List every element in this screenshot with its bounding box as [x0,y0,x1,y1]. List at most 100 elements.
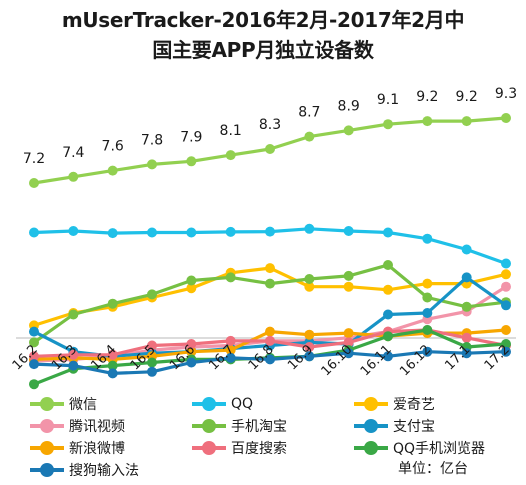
data-point [29,326,39,337]
data-label: 9.2 [416,89,438,105]
data-point [501,325,511,335]
data-point [304,131,315,142]
data-point [422,325,433,335]
data-point [29,178,39,188]
data-point [147,159,157,170]
data-point [501,281,511,292]
data-label: 8.1 [220,123,242,139]
data-point [501,269,511,280]
chart-title: mUserTracker-2016年2月-2017年2月中 [61,8,465,32]
data-point [343,328,354,339]
data-point [383,309,393,320]
data-point [422,278,433,289]
data-point [107,349,118,360]
data-point [225,226,236,237]
data-point [186,283,197,294]
chart-subtitle: 国主要APP月独立设备数 [152,38,374,62]
data-point [383,119,393,130]
data-point [186,227,197,238]
data-point [225,345,236,356]
data-point [68,171,79,182]
series-QQ [29,223,511,269]
data-point [225,272,236,283]
data-point [265,326,275,337]
data-point [383,284,393,295]
data-point [265,278,275,289]
data-point [147,366,157,377]
data-point [107,165,118,176]
data-point [265,144,275,154]
data-point [147,357,157,368]
data-point [265,263,275,274]
series-爱奇艺 [29,263,511,331]
data-point [304,281,315,292]
data-point [304,342,315,352]
data-point [68,309,79,320]
x-tick-label: 16.10 [319,342,356,379]
data-point [68,349,79,360]
data-point [68,226,79,236]
data-point [422,308,433,318]
series-手机淘宝 [29,260,511,348]
data-point [461,348,472,359]
data-label: 7.9 [180,129,202,145]
data-point [343,337,354,348]
data-point [186,357,197,368]
data-label: 8.9 [338,98,360,114]
data-point [501,258,511,269]
data-point [29,351,39,362]
data-point [343,226,354,236]
data-point [461,272,472,283]
unit-label: 单位：亿台 [398,461,468,477]
data-point [186,275,197,286]
data-point [343,270,354,281]
data-point [461,116,472,127]
data-label: 9.2 [456,89,478,105]
data-point [186,346,197,357]
series-搜狗输入法 [29,346,511,379]
data-label: 8.7 [298,105,320,121]
data-point [304,223,315,234]
data-label: 7.6 [102,139,124,155]
data-point [147,340,157,351]
data-point [461,332,472,343]
data-label: 9.1 [377,92,399,108]
data-point [304,329,315,340]
data-point [107,228,118,239]
data-point [29,379,39,390]
data-label: 7.8 [141,132,163,148]
data-point [68,360,79,371]
data-label: 8.3 [259,117,281,133]
data-point [107,360,118,371]
x-tick-label: 16.12 [397,342,434,379]
data-point [29,337,39,348]
data-point [501,300,511,311]
data-label: 9.3 [495,86,517,102]
data-point [501,346,511,357]
data-point [29,359,39,370]
data-point [383,227,393,238]
data-point [383,351,393,362]
data-point [422,233,433,244]
data-point [186,339,197,349]
data-point [265,226,275,237]
series-微信 [29,113,511,188]
data-point [147,227,157,238]
data-point [147,289,157,300]
data-point [304,274,315,284]
data-point [422,116,433,127]
data-point [461,244,472,255]
data-point [225,150,236,161]
data-point [501,339,511,349]
data-label: 7.4 [62,145,84,161]
data-point [225,335,236,346]
data-point [265,354,275,365]
data-point [107,298,118,309]
data-point [304,351,315,362]
data-point [501,113,511,123]
data-point [422,292,433,303]
data-point [383,331,393,342]
data-point [186,156,197,167]
data-point [29,227,39,238]
